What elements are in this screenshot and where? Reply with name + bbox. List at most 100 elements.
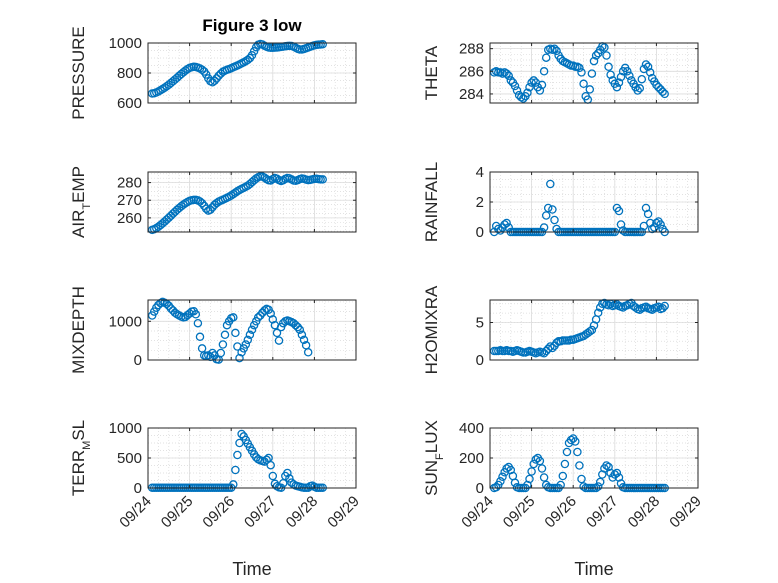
- data-point: [614, 206, 624, 216]
- data-point: [191, 310, 201, 319]
- data-point: [546, 179, 555, 189]
- data-point: [268, 315, 278, 324]
- y-tick-label: 800: [117, 65, 142, 82]
- data-point: [185, 309, 194, 318]
- data-point: [593, 482, 603, 491]
- data-point: [635, 84, 645, 93]
- data-point: [529, 76, 538, 85]
- data-point: [247, 51, 257, 60]
- data-point: [266, 309, 275, 318]
- axes-panel-5: 0 1000 MIXDEPTH: [69, 286, 357, 374]
- data-point: [193, 318, 203, 328]
- y-axis-label: PRESSURE: [69, 26, 88, 120]
- data-point: [643, 209, 653, 219]
- data-point: [318, 175, 327, 184]
- data-point: [589, 56, 599, 66]
- data-point: [573, 447, 582, 457]
- data-point: [212, 198, 221, 208]
- axes-panel-1: 600 800 1000 PRESSURE: [69, 26, 357, 120]
- data-point: [604, 62, 613, 72]
- x-axis-label-right: Time: [574, 559, 613, 579]
- data-point: [541, 53, 551, 62]
- data-point: [585, 327, 595, 336]
- data-point: [579, 79, 588, 89]
- data-point: [647, 224, 657, 234]
- data-point: [575, 63, 584, 73]
- data-point: [274, 336, 284, 345]
- axes-box: [489, 299, 699, 361]
- data-point: [537, 464, 547, 473]
- data-point: [527, 78, 536, 87]
- data-point: [541, 211, 551, 220]
- data-point: [318, 40, 327, 49]
- data-point: [575, 461, 584, 470]
- data-point: [539, 473, 549, 482]
- data-point: [587, 69, 597, 78]
- data-point: [623, 301, 632, 310]
- data-point: [170, 308, 180, 318]
- data-point: [245, 330, 255, 340]
- data-point: [548, 205, 557, 214]
- data-point: [556, 480, 565, 490]
- y-tick-label: 400: [459, 420, 484, 437]
- data-point: [637, 74, 647, 84]
- data-point: [519, 94, 528, 103]
- y-tick-label: 4: [476, 164, 484, 181]
- data-point: [243, 55, 253, 65]
- y-tick-label: 1000: [109, 420, 142, 437]
- data-point: [231, 328, 240, 338]
- data-point: [579, 482, 588, 491]
- data-point: [206, 205, 215, 215]
- data-point: [562, 447, 572, 457]
- y-tick-label: 260: [117, 210, 142, 227]
- data-point: [268, 471, 278, 481]
- y-tick-label: 2: [476, 194, 484, 211]
- data-point: [197, 65, 207, 74]
- data-point: [243, 335, 253, 345]
- y-axis-label: MIXDEPTH: [69, 286, 88, 374]
- data-point: [525, 82, 534, 92]
- data-point: [616, 72, 626, 82]
- y-tick-label: 0: [134, 352, 142, 369]
- y-tick-label: 284: [459, 86, 484, 103]
- data-point: [552, 46, 561, 56]
- data-point: [498, 472, 507, 482]
- data-point: [510, 81, 520, 91]
- y-tick-label: 0: [476, 224, 484, 241]
- data-point: [643, 62, 653, 72]
- data-point: [652, 80, 661, 90]
- y-tick-label: 1000: [109, 35, 142, 52]
- y-tick-label: 600: [117, 95, 142, 112]
- data-point: [587, 325, 597, 335]
- data-point: [539, 67, 549, 76]
- axes-panel-4: 0 2 4 RAINFALL: [422, 162, 699, 242]
- data-point: [606, 70, 615, 79]
- data-point: [502, 464, 511, 473]
- data-point: [527, 467, 536, 476]
- y-tick-label: 5: [476, 315, 484, 332]
- y-axis-label: H2OMIXRA: [422, 285, 441, 374]
- data-point: [633, 86, 642, 95]
- data-point: [218, 340, 228, 349]
- data-point: [645, 68, 655, 77]
- axes-panel-6: 0 5 H2OMIXRA: [422, 285, 699, 374]
- data-point: [226, 191, 236, 200]
- data-point: [604, 301, 613, 310]
- data-point: [606, 468, 615, 478]
- y-tick-label: 280: [117, 175, 142, 192]
- data-point: [550, 44, 559, 53]
- data-point: [550, 215, 559, 225]
- data-point: [571, 437, 580, 446]
- data-point: [303, 348, 313, 357]
- data-point: [639, 64, 649, 74]
- data-point: [204, 351, 213, 360]
- data-point: [623, 67, 632, 76]
- y-tick-label: 200: [459, 450, 484, 467]
- data-point: [249, 47, 259, 56]
- data-point: [566, 435, 576, 445]
- data-point: [560, 459, 570, 469]
- y-axis-label: THETA: [422, 45, 441, 100]
- data-point: [535, 456, 545, 466]
- data-point: [525, 474, 534, 484]
- data-point: [577, 474, 586, 484]
